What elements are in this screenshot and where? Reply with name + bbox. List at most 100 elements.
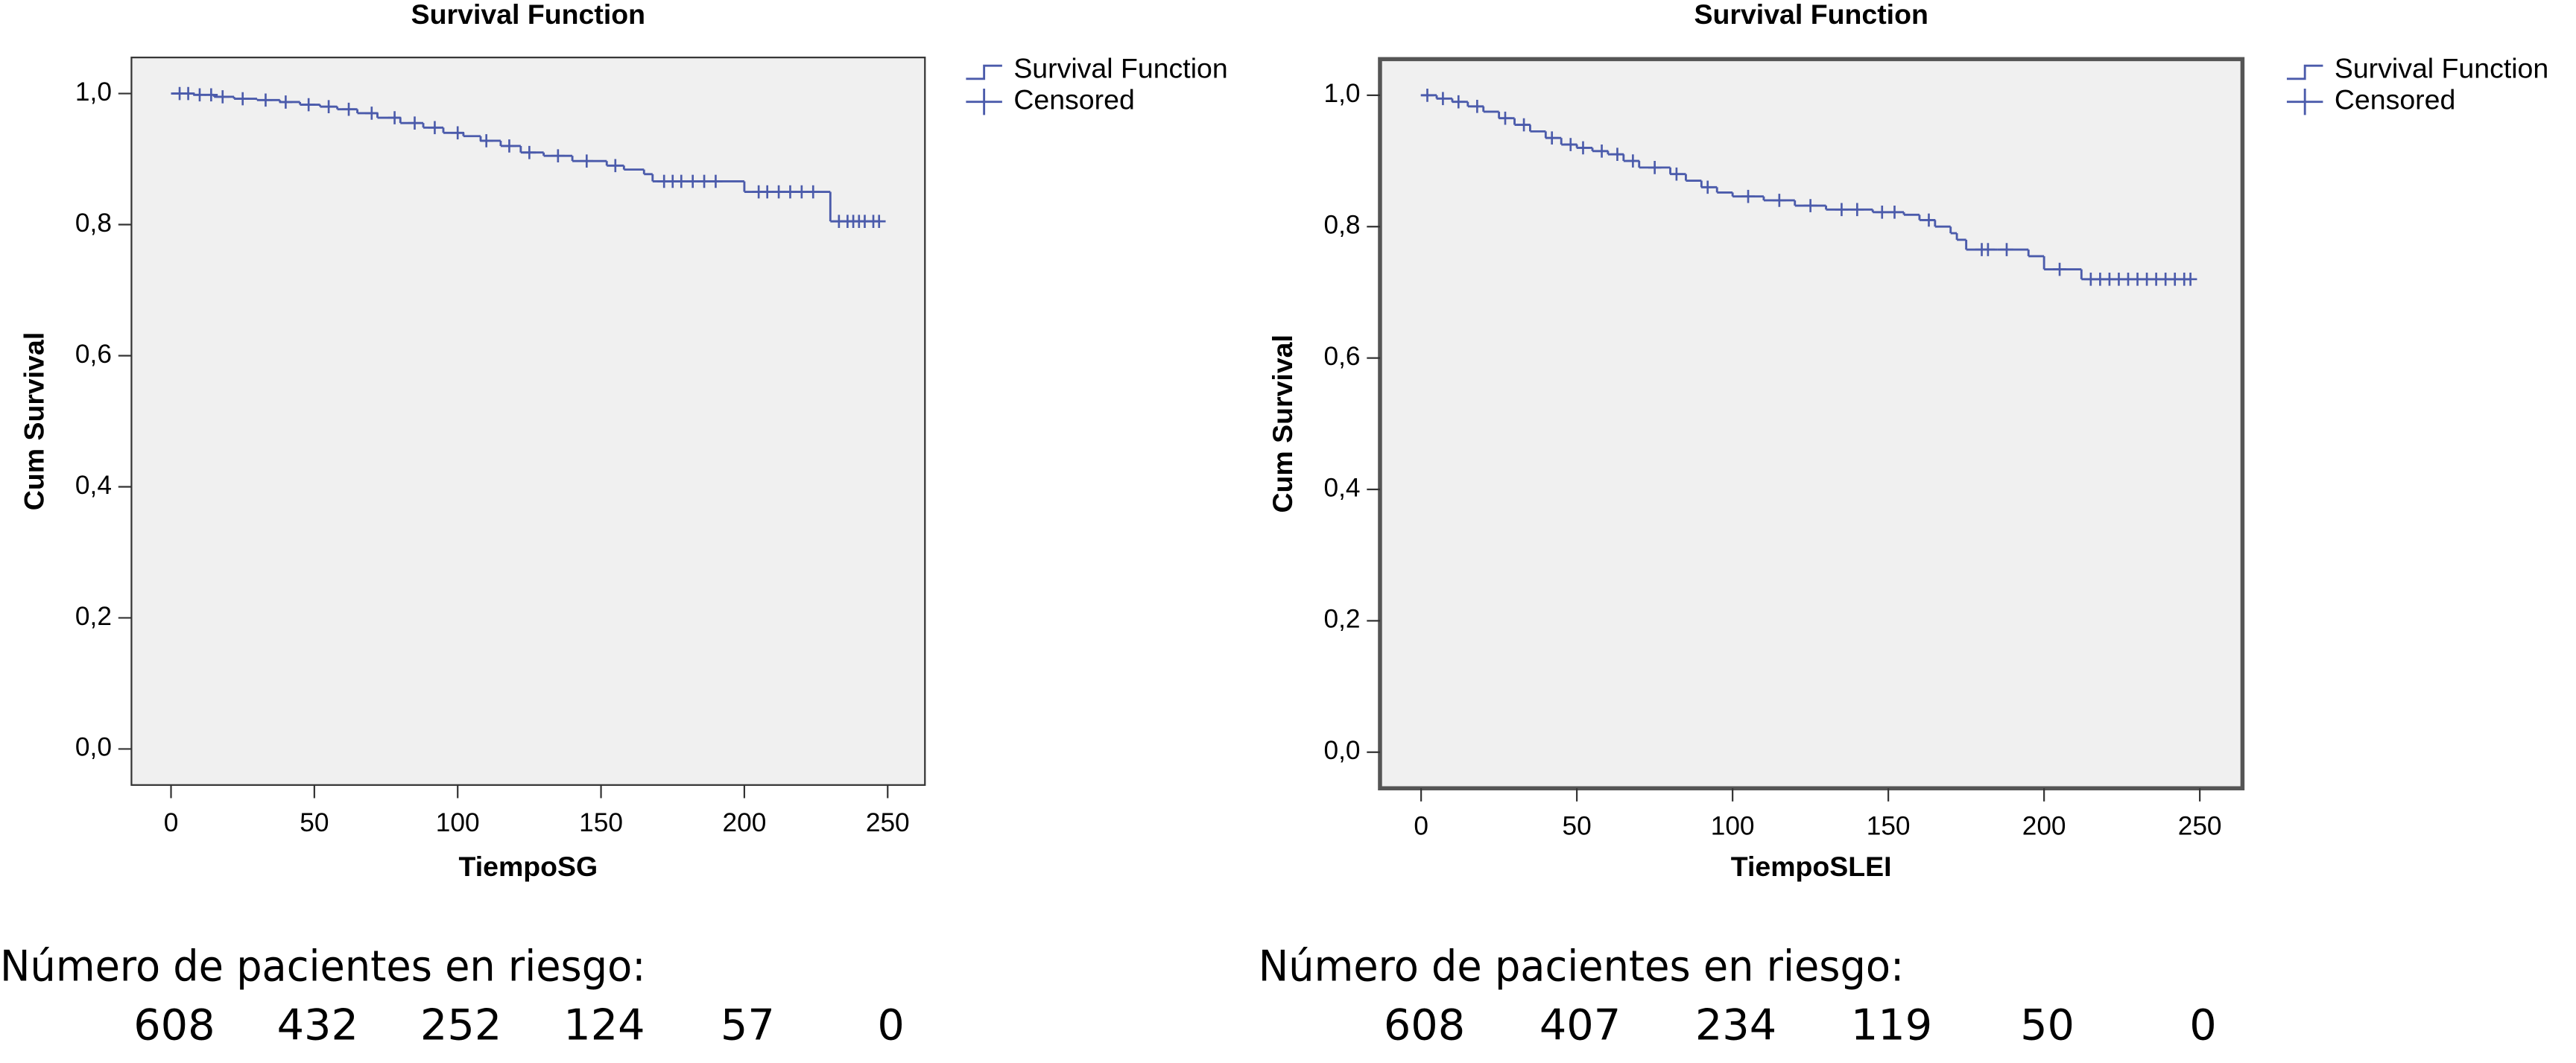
censor-mark <box>235 92 250 106</box>
censor-mark <box>1626 154 1640 168</box>
censor-mark <box>1700 180 1715 194</box>
x-tick-label: 150 <box>579 808 623 837</box>
x-tick-label: 0 <box>164 808 179 837</box>
legend-symbol <box>2286 89 2323 115</box>
chart-title: Survival Function <box>1694 0 1928 30</box>
x-tick-label: 200 <box>2022 811 2066 840</box>
censor-mark <box>580 154 594 168</box>
plot-area <box>1378 57 2245 790</box>
legend-symbol <box>2286 64 2323 80</box>
censor-mark <box>428 121 442 135</box>
x-tick-label: 100 <box>1711 811 1755 840</box>
censor-mark <box>686 174 700 188</box>
risk-count: 57 <box>721 1000 775 1050</box>
censor-mark <box>806 185 820 199</box>
censor-mark <box>522 145 537 159</box>
legend-symbol <box>966 89 1002 115</box>
censor-mark <box>760 185 774 199</box>
plot-area <box>130 57 926 786</box>
risk-count: 252 <box>420 1000 501 1050</box>
y-tick-label: 0,0 <box>75 733 112 762</box>
censor-mark <box>215 90 230 104</box>
legend-symbol <box>966 64 1002 80</box>
risk-count: 119 <box>1851 1000 1932 1050</box>
y-tick-label: 0,8 <box>75 209 112 238</box>
risk-count: 0 <box>877 1000 904 1050</box>
risk-count: 407 <box>1539 1000 1621 1050</box>
censor-mark <box>1887 206 1902 219</box>
censor-mark <box>1875 206 1889 219</box>
censor-mark <box>451 126 465 140</box>
legend-label: Censored <box>1013 84 1134 115</box>
censor-mark <box>772 185 785 199</box>
censor-mark <box>181 86 195 101</box>
x-axis-label: TiempoSLEI <box>1731 851 1892 882</box>
censor-mark <box>364 107 379 120</box>
y-axis-label: Cum Survival <box>18 332 49 510</box>
x-tick-label: 50 <box>300 808 329 837</box>
censor-mark <box>502 139 516 153</box>
censor-mark <box>1470 100 1484 113</box>
y-tick-label: 0,6 <box>75 340 112 369</box>
y-tick-label: 1,0 <box>75 77 112 107</box>
risk-label: Número de pacientes en riesgo: <box>0 941 645 991</box>
x-tick-label: 100 <box>436 808 480 837</box>
x-tick-label: 0 <box>1414 811 1428 840</box>
risk-count: 608 <box>133 1000 215 1050</box>
censor-mark <box>674 174 689 188</box>
censor-mark <box>1922 213 1936 227</box>
chart-title: Survival Function <box>411 0 645 30</box>
censor-mark <box>342 102 355 116</box>
risk-count: 0 <box>2189 1000 2216 1050</box>
censor-mark <box>872 215 886 228</box>
censor-mark <box>1595 145 1609 158</box>
x-tick-label: 150 <box>1867 811 1911 840</box>
censor-mark <box>302 98 315 112</box>
censor-mark <box>259 93 273 107</box>
censor-mark <box>479 134 493 147</box>
legend-label: Survival Function <box>1013 53 1227 84</box>
legend-label: Censored <box>2335 84 2455 115</box>
censor-mark <box>1835 203 1849 217</box>
x-tick-label: 200 <box>722 808 766 837</box>
censor-mark <box>2000 243 2013 256</box>
censor-mark <box>709 174 723 188</box>
censor-mark <box>608 159 622 173</box>
censor-mark <box>795 185 808 199</box>
censor-mark <box>1563 138 1577 151</box>
censor-mark <box>387 111 402 124</box>
censor-mark <box>1803 199 1817 212</box>
censor-mark <box>1420 89 1434 102</box>
censor-mark <box>1452 95 1466 109</box>
x-tick-label: 50 <box>1563 811 1592 840</box>
censor-mark <box>1499 111 1512 125</box>
censor-mark <box>1648 161 1662 174</box>
censor-mark <box>1773 194 1786 207</box>
y-tick-label: 0,0 <box>1323 736 1360 765</box>
censor-mark <box>1545 131 1559 145</box>
legend-label: Survival Function <box>2335 53 2548 84</box>
censor-mark <box>408 116 422 130</box>
y-axis-label: Cum Survival <box>1267 334 1298 513</box>
x-axis-label: TiempoSG <box>459 851 598 882</box>
x-tick-label: 250 <box>866 808 910 837</box>
censor-mark <box>697 174 711 188</box>
censor-mark <box>193 88 206 102</box>
risk-count: 50 <box>2020 1000 2075 1050</box>
censor-mark <box>1981 243 1995 256</box>
y-tick-label: 1,0 <box>1323 79 1360 108</box>
risk-count: 234 <box>1695 1000 1776 1050</box>
censor-mark <box>1610 147 1624 162</box>
y-tick-label: 0,2 <box>1323 605 1360 634</box>
censor-mark <box>1576 141 1590 155</box>
y-tick-label: 0,4 <box>75 471 112 500</box>
censor-mark <box>2053 262 2066 276</box>
risk-count: 608 <box>1384 1000 1465 1050</box>
y-tick-label: 0,8 <box>1323 211 1360 240</box>
censor-mark <box>1436 92 1450 106</box>
risk-count: 124 <box>563 1000 645 1050</box>
censor-mark <box>1741 189 1755 203</box>
risk-count: 432 <box>277 1000 358 1050</box>
censor-mark <box>551 149 565 162</box>
